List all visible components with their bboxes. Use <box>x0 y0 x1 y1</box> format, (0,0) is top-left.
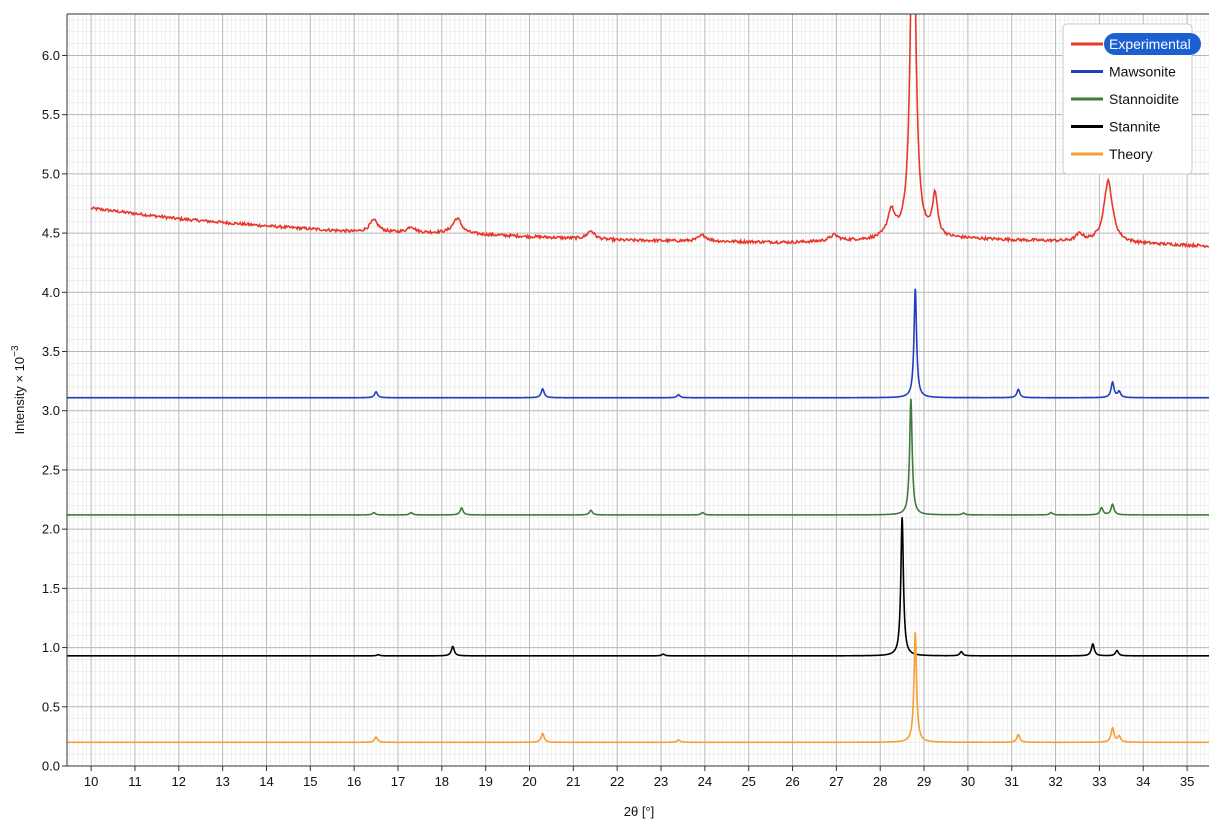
series-line-theory <box>67 632 1209 744</box>
x-tick-label: 13 <box>215 774 229 789</box>
legend-label-theory: Theory <box>1109 146 1153 162</box>
x-tick-label: 21 <box>566 774 580 789</box>
axes: 10 11 12 13 14 15 16 17 18 19 20 21 22 23 24 25 26 27 28 29… <box>42 13 1209 789</box>
series-layer <box>67 14 1209 744</box>
legend-label-stannoidite: Stannoidite <box>1109 91 1179 107</box>
x-tick-label: 15 <box>303 774 317 789</box>
series-line-experimental <box>90 14 1209 249</box>
x-tick-label: 19 <box>478 774 492 789</box>
x-tick-label: 30 <box>961 774 975 789</box>
series-line-stannite <box>67 517 1209 657</box>
x-tick-label: 10 <box>84 774 98 789</box>
x-tick-label: 33 <box>1092 774 1106 789</box>
x-tick-label: 27 <box>829 774 843 789</box>
x-tick-label: 34 <box>1136 774 1150 789</box>
legend-label-stannite: Stannite <box>1109 119 1161 135</box>
y-tick-label: 3.0 <box>42 403 60 418</box>
y-tick-label: 2.5 <box>42 462 60 477</box>
x-tick-label: 11 <box>128 774 142 789</box>
legend: Experimental Mawsonite Stannoidite Stannite… <box>1062 23 1201 175</box>
y-tick-label: 6.0 <box>42 48 60 63</box>
series-line-stannoidite <box>67 398 1209 516</box>
x-tick-label: 24 <box>698 774 712 789</box>
y-tick-label: 5.5 <box>42 107 60 122</box>
legend-highlight <box>1104 33 1201 55</box>
x-tick-label: 25 <box>741 774 755 789</box>
y-axis-title-main: Intensity × 10 <box>12 357 27 435</box>
x-axis-title: 2θ [°] <box>624 804 655 819</box>
x-tick-label: 16 <box>347 774 361 789</box>
legend-label-mawsonite: Mawsonite <box>1109 64 1176 80</box>
legend-label-experimental: Experimental <box>1109 36 1191 52</box>
y-tick-label: 0.0 <box>42 759 60 774</box>
y-tick-label: 1.0 <box>42 640 60 655</box>
x-tick-label: 20 <box>522 774 536 789</box>
x-tick-label: 26 <box>785 774 799 789</box>
x-tick-label: 22 <box>610 774 624 789</box>
y-tick-label: 5.0 <box>42 166 60 181</box>
x-tick-label: 18 <box>435 774 449 789</box>
y-axis-title: Intensity × 10−3 <box>10 345 27 435</box>
x-tick-label: 35 <box>1180 774 1194 789</box>
series-line-mawsonite <box>67 288 1209 399</box>
y-tick-label: 0.5 <box>42 699 60 714</box>
x-tick-label: 14 <box>259 774 273 789</box>
y-tick-label: 2.0 <box>42 522 60 537</box>
y-tick-label: 3.5 <box>42 344 60 359</box>
x-tick-label: 17 <box>391 774 405 789</box>
x-tick-label: 32 <box>1048 774 1062 789</box>
y-tick-label: 4.0 <box>42 285 60 300</box>
y-tick-label: 1.5 <box>42 581 60 596</box>
y-tick-label: 4.5 <box>42 226 60 241</box>
legend-box <box>1062 23 1193 175</box>
x-tick-label: 23 <box>654 774 668 789</box>
x-tick-label: 28 <box>873 774 887 789</box>
x-tick-label: 31 <box>1004 774 1018 789</box>
grid <box>67 14 1209 767</box>
x-tick-label: 12 <box>172 774 186 789</box>
x-tick-label: 29 <box>917 774 931 789</box>
y-axis-title-exponent: −3 <box>10 345 21 357</box>
